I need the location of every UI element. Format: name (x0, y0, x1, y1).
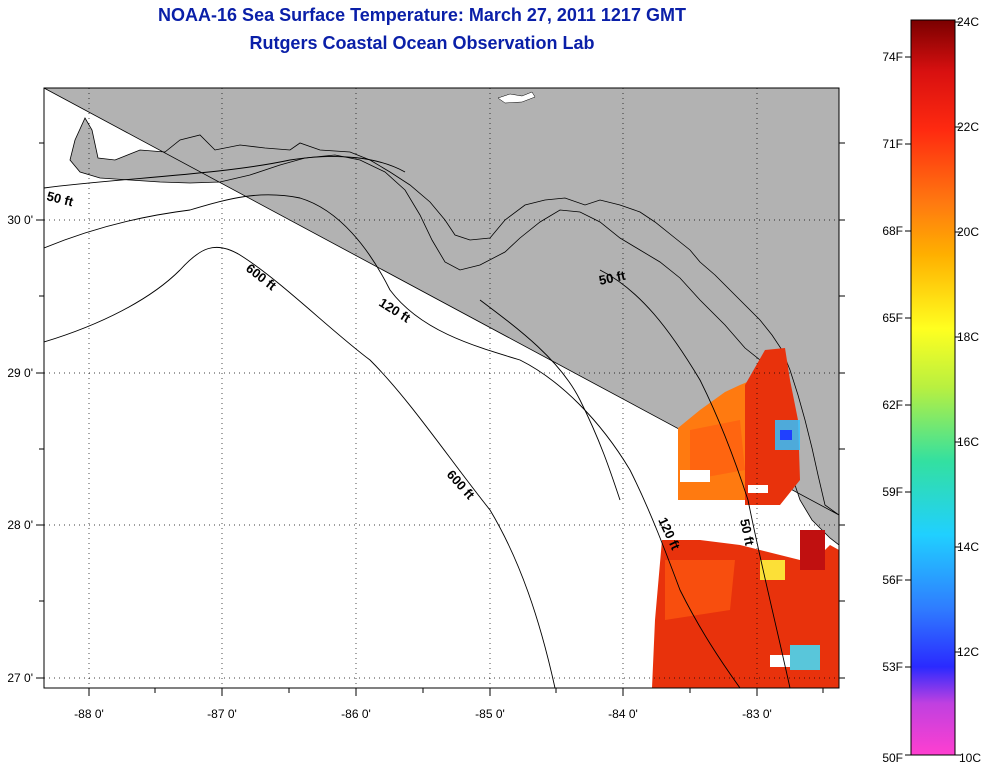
contour-label: 50 ft (598, 268, 628, 288)
island (497, 91, 536, 104)
colorbar-label-f: 68F (882, 224, 903, 238)
colorbar-label-c: 22C (957, 120, 979, 134)
lat-label: 30 0' (7, 213, 33, 227)
lon-label: -85 0' (475, 707, 505, 721)
map-subtitle: Rutgers Coastal Ocean Observation Lab (249, 33, 595, 53)
colorbar-label-f: 59F (882, 485, 903, 499)
graticule (44, 88, 839, 688)
sst-swath-north (678, 348, 800, 505)
map-title: NOAA-16 Sea Surface Temperature: March 2… (158, 5, 686, 25)
contour-50ft-west (44, 156, 406, 189)
contour-50ft-east (599, 269, 791, 688)
colorbar-label-c: 16C (957, 435, 979, 449)
lat-label: 29 0' (7, 366, 33, 380)
colorbar-label-f: 71F (882, 137, 903, 151)
contour-label: 50 ft (737, 518, 757, 548)
colorbar-label-c: 10C (959, 751, 981, 765)
sst-swath-south (652, 530, 839, 688)
lon-label: -87 0' (207, 707, 237, 721)
bathymetry-contours (44, 156, 791, 688)
colorbar-label-f: 50F (882, 751, 903, 765)
lon-label: -86 0' (341, 707, 371, 721)
contour-coastal-shelf (479, 299, 621, 501)
colorbar-label-f: 53F (882, 660, 903, 674)
colorbar-label-f: 62F (882, 398, 903, 412)
lat-label: 28 0' (7, 518, 33, 532)
colorbar-label-f: 56F (882, 573, 903, 587)
colorbar (910, 19, 956, 756)
colorbar-label-c: 18C (957, 330, 979, 344)
land-mass (44, 88, 839, 546)
lon-label: -83 0' (742, 707, 772, 721)
colorbar-label-f: 74F (882, 50, 903, 64)
lat-label: 27 0' (7, 671, 33, 685)
lon-label: -88 0' (74, 707, 104, 721)
tick-marks (36, 142, 845, 696)
lon-label: -84 0' (608, 707, 638, 721)
map-frame (43, 87, 840, 689)
colorbar-label-c: 20C (957, 225, 979, 239)
colorbar-label-f: 65F (882, 311, 903, 325)
colorbar-label-c: 12C (957, 645, 979, 659)
contour-120ft (44, 194, 741, 688)
contour-600ft (44, 246, 556, 688)
colorbar-label-c: 14C (957, 540, 979, 554)
colorbar-label-c: 24C (957, 15, 979, 29)
colorbar-ticks (905, 21, 961, 756)
contour-label: 50 ft (45, 188, 75, 209)
